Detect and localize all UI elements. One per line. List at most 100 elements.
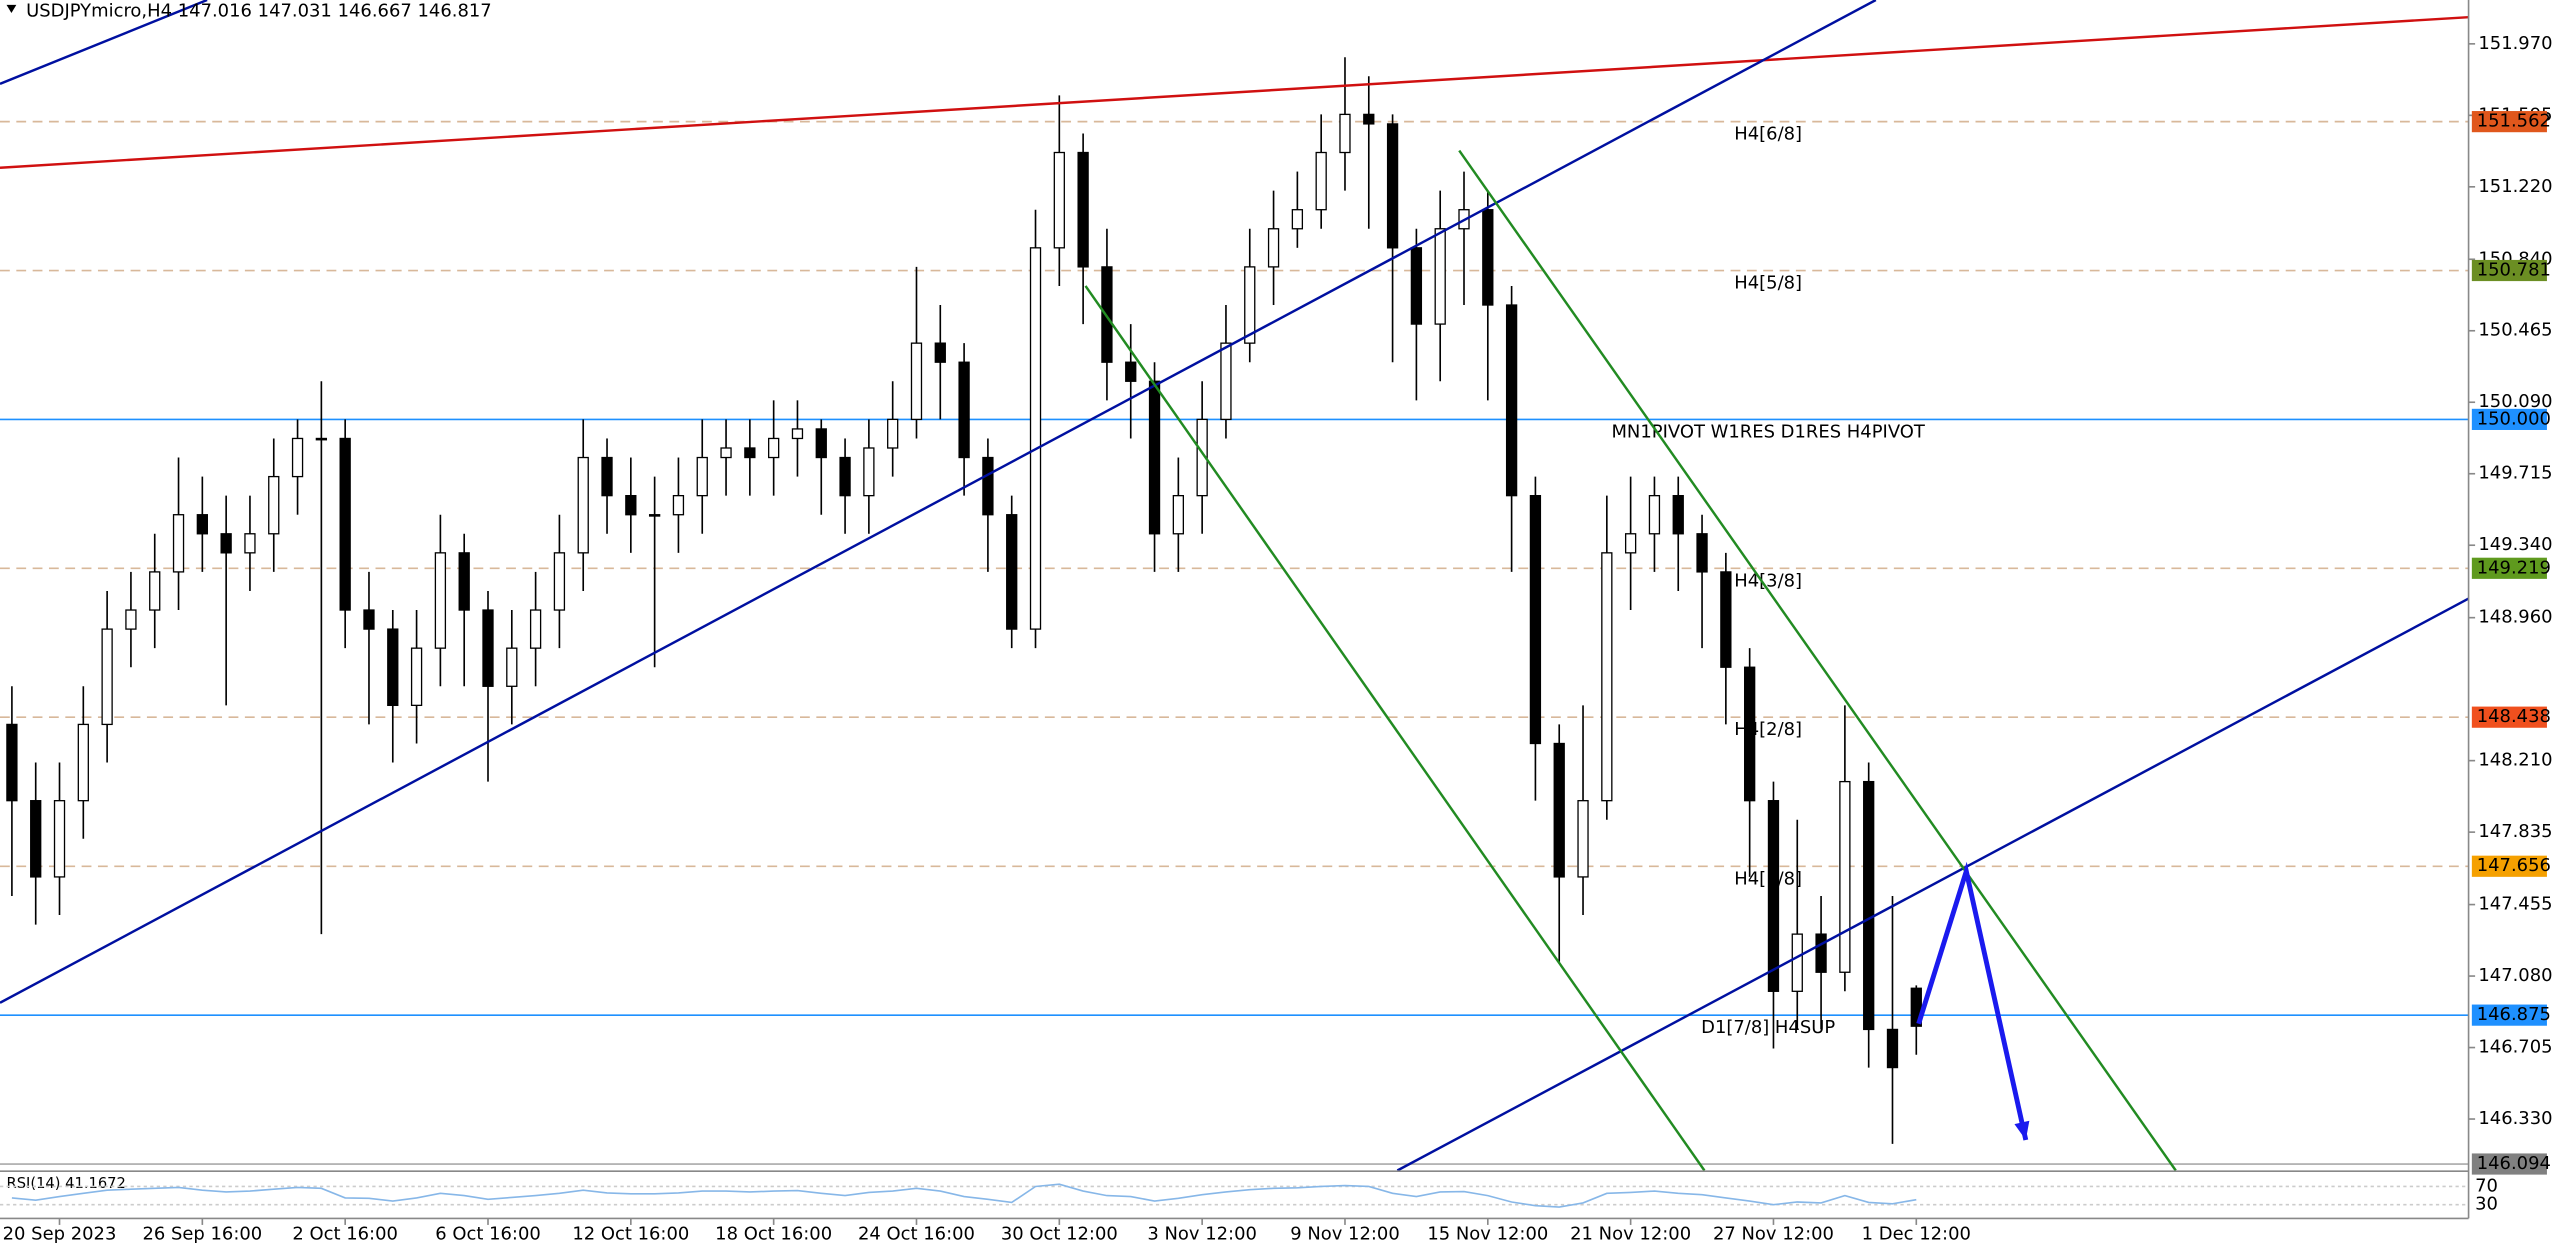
candle-body	[315, 437, 328, 441]
candle-body	[172, 514, 185, 573]
candle-body	[696, 456, 708, 497]
candle-body	[1172, 495, 1184, 535]
candle-body	[1077, 151, 1089, 268]
level-price-label: 149.219	[2477, 557, 2551, 578]
candle-body	[1196, 418, 1208, 497]
candle-body	[1648, 495, 1661, 535]
candle-body	[458, 552, 470, 611]
y-tick-label: 147.080	[2478, 965, 2552, 986]
y-tick-label: 149.715	[2478, 463, 2552, 484]
y-tick-label: 149.340	[2478, 534, 2552, 555]
candle-body	[1006, 514, 1018, 630]
level-price-box	[2471, 1153, 2547, 1175]
candle-body	[1720, 571, 1732, 668]
level-price-box	[2471, 706, 2547, 728]
candle-body	[529, 609, 542, 649]
candle-body	[744, 447, 756, 459]
x-tick-label: 12 Oct 16:00	[572, 1224, 689, 1245]
candle-body	[30, 800, 42, 878]
plot-area: H4[6/8] H4[5/8] MN1PIVOT W1RES D1RES H4PIV…	[0, 0, 2470, 1172]
trendline	[1458, 149, 2177, 1172]
candle-body	[1815, 933, 1827, 973]
candle-body	[1839, 780, 1851, 973]
candle-body	[839, 456, 851, 497]
level-label: MN1PIVOT W1RES D1RES H4PIVOT	[1611, 421, 1924, 442]
x-tick-label: 6 Oct 16:00	[435, 1224, 541, 1245]
last-open: 147.016	[178, 0, 252, 21]
trendline	[0, 0, 1877, 1004]
candle-body	[791, 428, 804, 440]
candle-body	[268, 475, 280, 535]
level-price-box	[2471, 408, 2547, 430]
level-price-label: 150.781	[2477, 260, 2551, 281]
rsi-value: 41.1672	[65, 1175, 126, 1192]
candle-body	[410, 647, 423, 707]
candle-body	[1624, 533, 1637, 554]
x-tick-label: 2 Oct 16:00	[292, 1224, 398, 1245]
candle-body	[434, 552, 447, 649]
candle-body	[1220, 342, 1232, 421]
level-price-box	[2471, 855, 2547, 877]
level-price-label: 146.094	[2477, 1153, 2551, 1174]
x-tick-label: 18 Oct 16:00	[715, 1224, 832, 1245]
y-tick-label: 150.090	[2478, 391, 2552, 412]
candle-body	[1863, 780, 1875, 1031]
level-price-box	[2471, 1004, 2547, 1026]
level-label: D1[7/8] H4SUP	[1701, 1017, 1835, 1038]
level-price-label: 151.562	[2477, 111, 2551, 132]
level-label: H4[6/8]	[1734, 124, 1802, 145]
level-price-box	[2471, 557, 2547, 579]
candle-body	[387, 628, 399, 707]
y-tick-label: 148.210	[2478, 750, 2552, 771]
candle-body	[339, 437, 351, 611]
candle-body	[1601, 552, 1613, 802]
level-label: H4[3/8]	[1734, 570, 1802, 591]
level-price-box	[2471, 111, 2547, 133]
candle-body	[196, 514, 208, 535]
menu-icon[interactable]	[6, 4, 17, 14]
level-price-label: 150.000	[2477, 408, 2551, 429]
x-tick-label: 26 Sep 16:00	[142, 1224, 262, 1245]
candle-body	[125, 609, 137, 630]
candle-body	[815, 428, 827, 459]
x-tick-label: 24 Oct 16:00	[858, 1224, 975, 1245]
candle-body	[291, 437, 304, 478]
candle-body	[77, 723, 89, 802]
x-tick-label: 1 Dec 12:00	[1862, 1224, 1971, 1245]
candle-body	[482, 609, 494, 687]
candle-body	[6, 723, 18, 802]
level-label: H4[5/8]	[1734, 273, 1802, 294]
y-tick-label: 148.960	[2478, 607, 2552, 628]
trendline	[1396, 597, 2470, 1172]
candle-body	[934, 342, 946, 363]
candle-body	[1148, 380, 1161, 535]
x-tick-label: 21 Nov 12:00	[1570, 1224, 1691, 1245]
y-tick-label: 150.465	[2478, 320, 2552, 341]
level-price-label: 146.875	[2477, 1004, 2551, 1025]
rsi-name: RSI(14)	[7, 1175, 61, 1192]
candle-body	[1696, 533, 1708, 573]
candle-body	[1482, 209, 1494, 306]
candle-body	[720, 447, 732, 459]
candle-body	[672, 495, 685, 516]
candle-body	[1672, 495, 1684, 535]
candle-body	[1291, 209, 1304, 230]
arrow-head	[2014, 1120, 2030, 1141]
x-tick-label: 30 Oct 12:00	[1001, 1224, 1118, 1245]
candle-body	[553, 552, 566, 611]
candle-body	[601, 456, 613, 497]
candle-body	[768, 437, 780, 459]
candle-body	[1767, 800, 1780, 992]
y-tick-label: 147.835	[2478, 821, 2552, 842]
candle-body	[1244, 266, 1256, 344]
level-price-box	[2471, 259, 2547, 282]
candle-body	[887, 418, 899, 449]
candle-body	[1053, 151, 1065, 249]
candle-body	[506, 647, 518, 687]
candle-body	[149, 571, 161, 611]
candle-body	[1267, 228, 1280, 268]
candle-body	[910, 342, 923, 421]
